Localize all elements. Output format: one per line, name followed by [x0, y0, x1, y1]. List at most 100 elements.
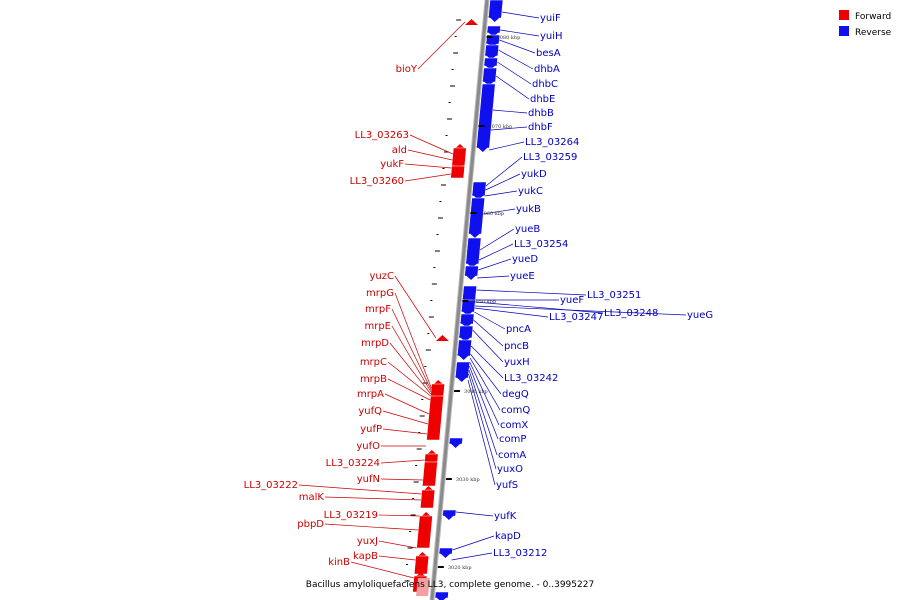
- reverse-gene-feature: [476, 83, 496, 149]
- reverse-gene-label-pnca: pncA: [506, 324, 531, 335]
- forward-gene-feature: [419, 489, 436, 509]
- legend-forward-label: Forward: [855, 12, 891, 22]
- gene-features: [412, 0, 504, 600]
- reverse-gene-feature: [456, 339, 473, 357]
- reverse-gene-feature: [464, 265, 479, 277]
- reverse-leader-line: [476, 289, 587, 296]
- coordinate-labels: 3080 kbp 3070 kbp 3060 kbp 3050 kbp 3040 kbp…: [437, 35, 520, 571]
- reverse-gene-arrow: [442, 514, 456, 520]
- reverse-leader-line: [452, 535, 495, 551]
- reverse-gene-label-besa: besA: [536, 48, 561, 59]
- reverse-gene-label-comp: comP: [499, 434, 526, 445]
- reverse-gene-label-ll3-03212: LL3_03212: [493, 548, 547, 559]
- forward-gene-label-mrpc: mrpC: [360, 357, 387, 368]
- reverse-leader-line: [485, 156, 523, 187]
- forward-gene-label-ll3-03219: LL3_03219: [324, 510, 378, 521]
- reverse-leader-line: [499, 39, 536, 54]
- reverse-gene-label-yuxo: yuxO: [497, 464, 523, 475]
- reverse-leader-line: [491, 126, 528, 131]
- reverse-gene-label-yuxh: yuxH: [504, 357, 530, 368]
- reverse-gene-arrow: [449, 442, 463, 448]
- forward-gene-label-ll3-03263: LL3_03263: [355, 130, 409, 141]
- reverse-leader-line: [478, 258, 512, 271]
- reverse-leader-line: [479, 228, 515, 251]
- reverse-gene-feature: [471, 181, 487, 197]
- forward-leader-line: [382, 428, 428, 435]
- reverse-gene-label-yufk: yufK: [494, 511, 517, 522]
- reverse-leader-line: [498, 49, 534, 70]
- reverse-gene-feature: [462, 285, 478, 301]
- reverse-gene-arrow: [471, 194, 485, 200]
- forward-leader-line: [404, 173, 452, 182]
- reverse-gene-label-yued: yueD: [512, 254, 538, 265]
- reverse-leader-line: [485, 173, 521, 191]
- reverse-gene-label-yuef: yueF: [560, 295, 584, 306]
- reverse-gene-label-coma: comA: [498, 450, 526, 461]
- forward-leader-line: [394, 275, 437, 339]
- reverse-gene-feature: [465, 237, 482, 265]
- backbone-line: [430, 0, 489, 600]
- reverse-gene-arrow: [464, 274, 478, 280]
- reverse-gene-label-yuif: yuiF: [540, 13, 561, 24]
- forward-gene-label-mrpa: mrpA: [357, 389, 384, 400]
- forward-gene-feature: [416, 515, 433, 549]
- reverse-leader-line: [468, 373, 497, 470]
- forward-leader-line: [384, 393, 430, 415]
- forward-leader-line: [382, 410, 429, 425]
- coordinate-label-3030-kbp: 3030 kbp: [456, 477, 480, 483]
- reverse-gene-label-ll3-03264: LL3_03264: [525, 137, 579, 148]
- reverse-gene-label-dhbc: dhbC: [532, 79, 558, 90]
- reverse-leader-line: [470, 345, 504, 379]
- reverse-gene-feature: [482, 67, 498, 83]
- reverse-leader-line: [478, 243, 514, 261]
- reverse-leader-line: [477, 275, 510, 279]
- forward-gene-feature: [421, 461, 438, 487]
- forward-gene-label-mrpd: mrpD: [361, 338, 389, 349]
- reverse-leader-line: [489, 141, 525, 151]
- coordinate-label-3040-kbp: 3040 kbp: [464, 389, 488, 395]
- reverse-leader-line: [475, 301, 604, 314]
- reverse-gene-arrow: [486, 31, 500, 37]
- reverse-leader-line: [474, 305, 687, 316]
- forward-leader-line: [407, 149, 453, 161]
- reverse-leader-line: [451, 552, 493, 561]
- forward-gene-feature: [426, 395, 444, 441]
- reverse-gene-label-ll3-03259: LL3_03259: [523, 152, 577, 163]
- reverse-gene-arrow: [460, 322, 474, 328]
- reverse-leader-line: [469, 357, 501, 411]
- forward-gene-label-yufn: yufN: [357, 474, 380, 485]
- forward-leader-line: [324, 523, 419, 531]
- reverse-gene-label-ll3-03248: LL3_03248: [604, 308, 658, 319]
- reverse-gene-arrow: [476, 146, 490, 152]
- reverse-gene-arrow: [455, 376, 469, 382]
- reverse-leader-line: [501, 11, 540, 19]
- genome-backbone: [429, 0, 490, 600]
- forward-gene-label-yuzc: yuzC: [370, 271, 395, 282]
- forward-gene-feature-faded: [416, 578, 430, 596]
- reverse-leader-line: [455, 511, 494, 517]
- reverse-gene-label-dhbb: dhbB: [528, 108, 554, 119]
- forward-leader-line: [417, 21, 466, 70]
- forward-gene-label-yukf: yukF: [380, 159, 404, 170]
- forward-leader-line: [378, 555, 416, 561]
- forward-leader-line: [378, 540, 417, 549]
- reverse-gene-label-kapd: kapD: [495, 531, 521, 542]
- reverse-leader-line: [500, 29, 540, 37]
- forward-gene-label-pbpd: pbpD: [297, 519, 324, 530]
- reverse-gene-feature: [488, 0, 504, 19]
- coordinate-label-3060-kbp: 3060 kbp: [480, 211, 504, 217]
- reverse-gene-label-ll3-03251: LL3_03251: [587, 290, 641, 301]
- reverse-gene-label-yueg: yueG: [687, 310, 713, 321]
- forward-gene-label-yuxj: yuxJ: [357, 536, 378, 547]
- reverse-gene-arrow: [488, 16, 502, 22]
- forward-gene-label-bioy: bioY: [396, 64, 418, 75]
- reverse-gene-feature: [468, 197, 486, 235]
- reverse-gene-arrow: [457, 354, 471, 360]
- reverse-gene-arrow: [461, 310, 475, 316]
- reverse-gene-label-yufs: yufS: [496, 480, 518, 491]
- forward-gene-feature: [413, 555, 430, 575]
- reverse-gene-label-yuih: yuiH: [540, 31, 563, 42]
- reverse-leader-line: [495, 75, 530, 100]
- reverse-gene-arrow: [484, 54, 498, 60]
